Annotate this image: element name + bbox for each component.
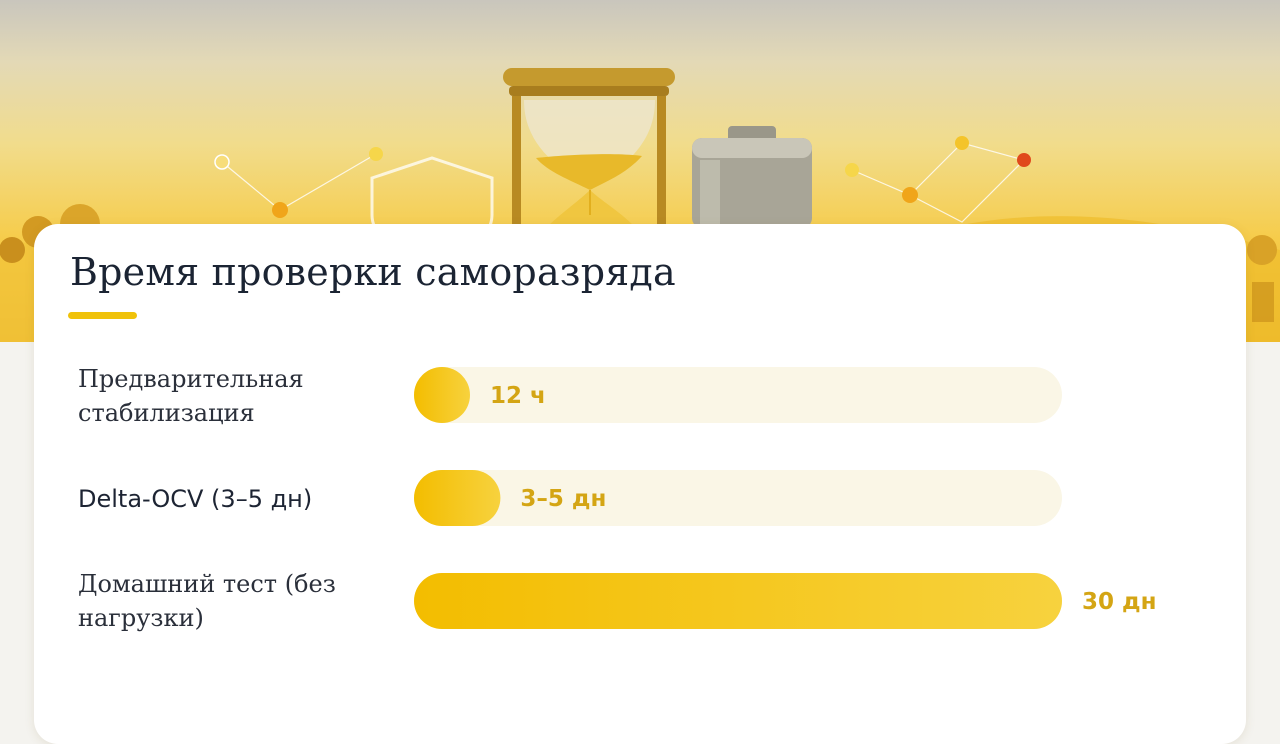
- row-label-delta-ocv: Delta-OCV (3–5 дн): [78, 485, 313, 513]
- page-title: Время проверки саморазряда: [70, 250, 676, 294]
- title-underline: [68, 312, 137, 319]
- hourglass-icon: [503, 68, 675, 226]
- battery-icon: [692, 126, 812, 228]
- row-label-home-test: Домашний тест (без нагрузки): [78, 570, 336, 632]
- tree-icon: [1247, 235, 1277, 322]
- row-label-stabilization: Предварительная стабилизация: [78, 365, 304, 427]
